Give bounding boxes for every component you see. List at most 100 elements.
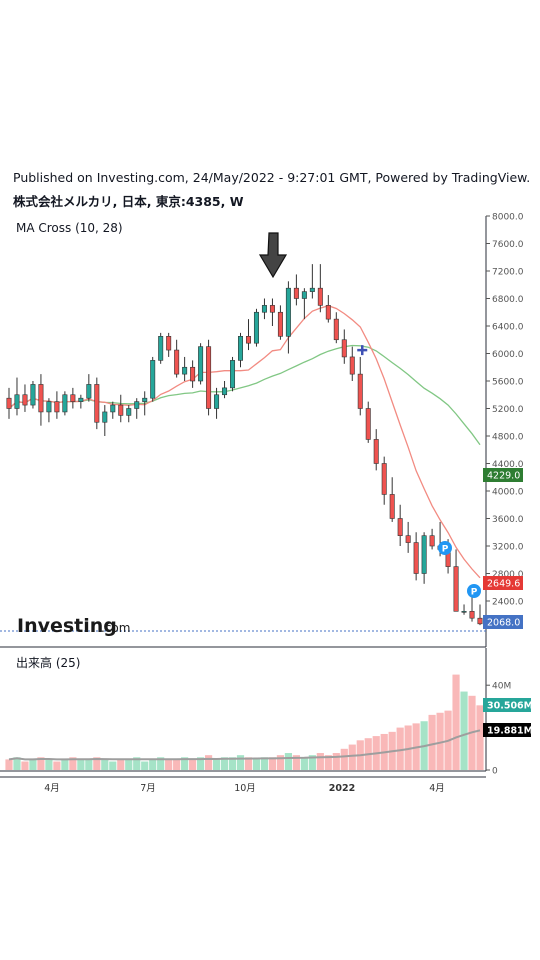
volume-bar (5, 759, 13, 770)
candle-body (174, 349, 180, 375)
candle-body (198, 346, 204, 382)
arrow-down-icon (258, 232, 288, 279)
volume-last-value-bg (483, 698, 531, 712)
volume-bar (228, 757, 237, 770)
time-tick-label: 7月 (140, 783, 156, 794)
candle-body (245, 336, 251, 344)
candle-body (222, 387, 228, 396)
volume-bar (212, 759, 221, 770)
volume-bar (21, 761, 29, 770)
last-price-value-bg (483, 615, 523, 629)
candle-body (30, 384, 36, 406)
volume-bar (197, 757, 205, 770)
candle-body (126, 408, 132, 416)
volume-bar (348, 744, 356, 770)
candle-body (78, 397, 84, 402)
candle-body (190, 366, 196, 382)
candle-body (325, 305, 331, 320)
price-tick-label: 6000.0 (492, 350, 524, 360)
volume-bar (404, 725, 412, 770)
volume-bar (69, 757, 77, 770)
candle-body (238, 336, 244, 361)
candle-body (142, 397, 148, 402)
candle-body (405, 535, 411, 543)
candle-body (453, 566, 459, 612)
price-tick-label: 4800.0 (492, 433, 524, 443)
candle-body (293, 287, 299, 299)
volume-bar (61, 759, 69, 770)
candle-body (182, 366, 188, 375)
volume-bar (204, 755, 213, 770)
volume-bar (340, 748, 348, 770)
volume-bar (77, 759, 85, 770)
candle-body (389, 494, 395, 519)
volume-bar (133, 757, 141, 770)
price-tick-label: 2800.0 (492, 570, 524, 580)
volume-bar (37, 757, 45, 770)
candle-body (269, 305, 275, 313)
candle-body (54, 401, 60, 413)
volume-bar (396, 727, 404, 770)
pattern-marker-icon (467, 584, 481, 598)
candle-body (38, 384, 44, 413)
price-tick-label: 8000.0 (492, 213, 524, 223)
volume-bar (125, 759, 133, 770)
candle-body (317, 287, 323, 306)
time-tick-label: 10月 (234, 783, 256, 794)
candle-body (421, 535, 427, 574)
volume-bar (149, 759, 157, 770)
candle-body (206, 346, 212, 409)
volume-bar (292, 755, 300, 770)
ma-fast-value: 2649.6 (487, 579, 520, 590)
volume-bar (173, 759, 181, 770)
volume-bar (308, 755, 316, 770)
volume-bar (117, 759, 125, 770)
last-price-value: 2068.0 (487, 618, 520, 629)
ma-cross-label: MA Cross (10, 28) (16, 221, 123, 235)
candle-body (285, 287, 291, 337)
ma-fast-value-bg (483, 576, 523, 590)
volume-bar (101, 759, 109, 770)
price-tick-label: 6400.0 (492, 323, 524, 333)
candle-body (70, 394, 76, 402)
volume-bar (324, 755, 332, 770)
volume-bar (109, 761, 117, 770)
candle-body (253, 311, 259, 344)
candle-body (158, 336, 164, 361)
volume-bar (53, 761, 61, 770)
candle-body (166, 336, 172, 351)
volume-ma-value: 19.881M (487, 726, 533, 737)
volume-bar (284, 753, 292, 770)
volume-bar (428, 714, 436, 770)
investing-logo: Investing (17, 615, 117, 637)
pattern-marker-icon (438, 541, 452, 555)
volume-bar (45, 759, 53, 770)
price-tick-label: 4000.0 (492, 488, 524, 498)
volume-bar (300, 757, 308, 770)
published-caption: Published on Investing.com, 24/May/2022 … (13, 170, 531, 185)
time-tick-label: 4月 (44, 783, 60, 794)
price-tick-label: 5200.0 (492, 405, 524, 415)
price-tick-label: 3600.0 (492, 515, 524, 525)
volume-bar (260, 757, 269, 770)
time-tick-label: 4月 (429, 783, 445, 794)
volume-bar (236, 755, 245, 770)
candle-body (94, 384, 100, 423)
volume-bar (93, 757, 101, 770)
volume-bar (476, 705, 484, 770)
candle-body (357, 373, 363, 409)
candle-body (341, 339, 347, 358)
candle-body (477, 617, 483, 625)
ma-fast-line (8, 305, 481, 579)
candle-body (46, 401, 52, 413)
volume-bar (252, 759, 261, 770)
candle-body (333, 318, 339, 341)
candle-body (230, 360, 236, 389)
volume-tick-label: 0 (492, 767, 498, 777)
candle-body (469, 611, 475, 619)
candle-body (373, 439, 379, 464)
volume-bar (157, 757, 165, 770)
candle-body (110, 404, 116, 413)
volume-bar (332, 753, 340, 770)
stock-chart[interactable]: 8000.0 7600.0 7200.0 6800.0 6400.0 6000.0 5600… (0, 205, 540, 805)
